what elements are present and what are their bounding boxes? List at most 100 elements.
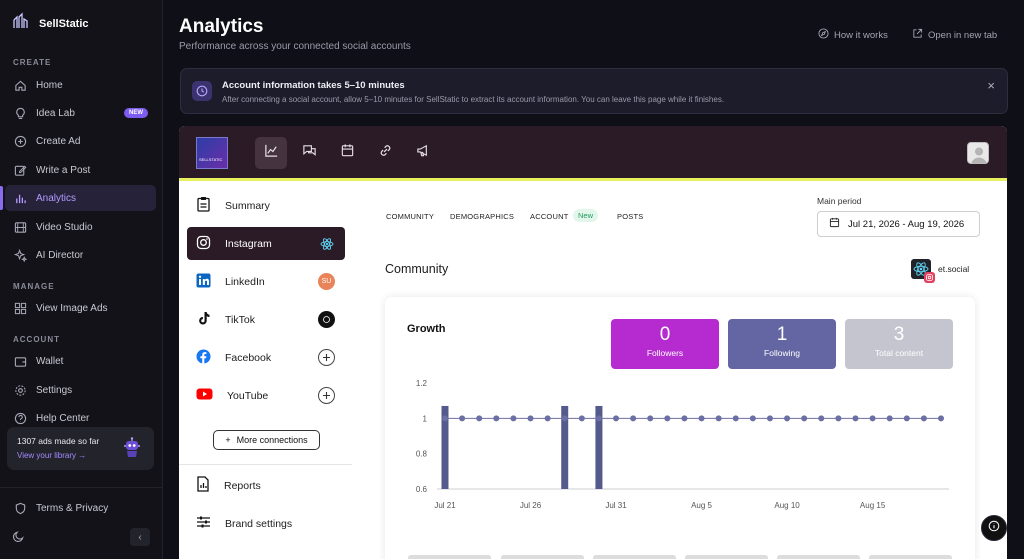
data-point[interactable]: [510, 415, 517, 422]
x-tick-label: Jul 31: [605, 501, 627, 510]
plus-icon: +: [225, 435, 231, 445]
nav-help-center[interactable]: Help Center: [5, 405, 156, 431]
data-point[interactable]: [630, 415, 637, 422]
tab-demographics[interactable]: DEMOGRAPHICS: [450, 212, 515, 221]
data-point[interactable]: [647, 415, 654, 422]
data-point[interactable]: [801, 415, 808, 422]
chevron-left-icon: ‹: [138, 531, 142, 543]
view-library-link[interactable]: View your library →: [17, 451, 87, 460]
data-point[interactable]: [818, 415, 825, 422]
data-point[interactable]: [459, 415, 466, 422]
data-point[interactable]: [920, 415, 927, 422]
more-connections-button[interactable]: + More connections: [213, 430, 320, 450]
robot-icon: [122, 437, 142, 464]
data-point[interactable]: [732, 415, 739, 422]
platform-linkedin[interactable]: LinkedIn SU: [187, 265, 345, 298]
nav-write-post[interactable]: Write a Post: [5, 157, 156, 183]
y-tick-label: 1.2: [416, 379, 428, 388]
theme-toggle-icon[interactable]: [12, 530, 26, 544]
data-point[interactable]: [613, 415, 620, 422]
help-chat-button[interactable]: [981, 515, 1007, 541]
data-point[interactable]: [869, 415, 876, 422]
data-point[interactable]: [664, 415, 671, 422]
data-point[interactable]: [715, 415, 722, 422]
data-point[interactable]: [749, 415, 756, 422]
nav-analytics[interactable]: Analytics: [5, 185, 156, 211]
data-point[interactable]: [784, 415, 791, 422]
reports-item[interactable]: Reports: [187, 469, 345, 502]
platform-summary[interactable]: Summary: [187, 189, 345, 222]
data-point[interactable]: [681, 415, 688, 422]
links-tool-button[interactable]: [369, 137, 401, 169]
platform-instagram[interactable]: Instagram: [187, 227, 345, 260]
tab-account[interactable]: ACCOUNT: [530, 212, 569, 221]
nav-terms-privacy[interactable]: Terms & Privacy: [5, 495, 156, 521]
ads-made-card[interactable]: 1307 ads made so far View your library →: [7, 427, 154, 470]
collapse-sidebar-button[interactable]: ‹: [130, 528, 150, 546]
data-point[interactable]: [544, 415, 551, 422]
bar[interactable]: [441, 405, 449, 489]
platform-instagram-label: Instagram: [225, 237, 272, 250]
calendar-tool-button[interactable]: [331, 137, 363, 169]
account-name: et.social: [938, 264, 970, 274]
brand-settings-item[interactable]: Brand settings: [187, 507, 345, 540]
close-icon[interactable]: ×: [987, 78, 995, 93]
add-facebook-icon[interactable]: [318, 349, 335, 366]
data-point[interactable]: [595, 415, 602, 422]
bar[interactable]: [595, 405, 603, 489]
tiktok-account-avatar: [318, 311, 335, 328]
how-it-works-link[interactable]: How it works: [818, 28, 888, 42]
nav-view-image-ads-label: View Image Ads: [36, 302, 108, 314]
nav-ai-director[interactable]: AI Director: [5, 242, 156, 268]
data-point[interactable]: [493, 415, 500, 422]
data-point[interactable]: [852, 415, 859, 422]
date-range-picker[interactable]: Jul 21, 2026 - Aug 19, 2026: [817, 211, 980, 237]
nav-wallet-label: Wallet: [36, 355, 64, 367]
data-point[interactable]: [561, 415, 568, 422]
data-point[interactable]: [442, 415, 448, 422]
nav-settings[interactable]: Settings: [5, 377, 156, 403]
add-youtube-icon[interactable]: [318, 387, 335, 404]
messages-tool-button[interactable]: [293, 137, 325, 169]
stat-followers[interactable]: 0 Followers: [611, 319, 719, 369]
open-new-tab-link[interactable]: Open in new tab: [912, 28, 997, 42]
report-icon: [196, 476, 210, 495]
analytics-tool-button[interactable]: [255, 137, 287, 169]
brand[interactable]: SellStatic: [12, 12, 89, 35]
nav-view-image-ads[interactable]: View Image Ads: [5, 295, 156, 321]
nav-home[interactable]: Home: [5, 72, 156, 98]
platform-tiktok-label: TikTok: [225, 313, 255, 326]
data-point[interactable]: [698, 415, 705, 422]
data-point[interactable]: [476, 415, 483, 422]
data-point[interactable]: [835, 415, 842, 422]
data-point[interactable]: [938, 415, 944, 422]
nav-create-ad-label: Create Ad: [36, 135, 81, 147]
ads-tool-button[interactable]: [407, 137, 439, 169]
more-connections-label: More connections: [236, 435, 308, 445]
account-chip[interactable]: et.social: [911, 259, 970, 283]
bar[interactable]: [561, 405, 569, 489]
data-point[interactable]: [886, 415, 893, 422]
tab-posts[interactable]: POSTS: [617, 212, 644, 221]
film-icon: [13, 220, 27, 234]
nav-create-ad[interactable]: Create Ad: [5, 128, 156, 154]
data-point[interactable]: [903, 415, 910, 422]
data-point[interactable]: [578, 415, 585, 422]
nav-video-studio[interactable]: Video Studio: [5, 214, 156, 240]
stat-total-content[interactable]: 3 Total content: [845, 319, 953, 369]
youtube-icon: [196, 388, 213, 403]
platform-youtube[interactable]: YouTube: [187, 379, 345, 412]
nav-idea-lab[interactable]: Idea Lab NEW: [5, 100, 156, 126]
data-point[interactable]: [527, 415, 534, 422]
panel-logo[interactable]: SELLSTATIC: [196, 137, 228, 169]
platform-tiktok[interactable]: TikTok: [187, 303, 345, 336]
active-indicator: [0, 186, 3, 210]
total-content-label: Total content: [874, 348, 924, 358]
data-point[interactable]: [766, 415, 773, 422]
tab-community[interactable]: COMMUNITY: [386, 212, 435, 221]
stat-following[interactable]: 1 Following: [728, 319, 836, 369]
nav-wallet[interactable]: Wallet: [5, 348, 156, 374]
platform-facebook[interactable]: Facebook: [187, 341, 345, 374]
avatar[interactable]: [967, 142, 989, 164]
help-icon: [13, 411, 27, 425]
